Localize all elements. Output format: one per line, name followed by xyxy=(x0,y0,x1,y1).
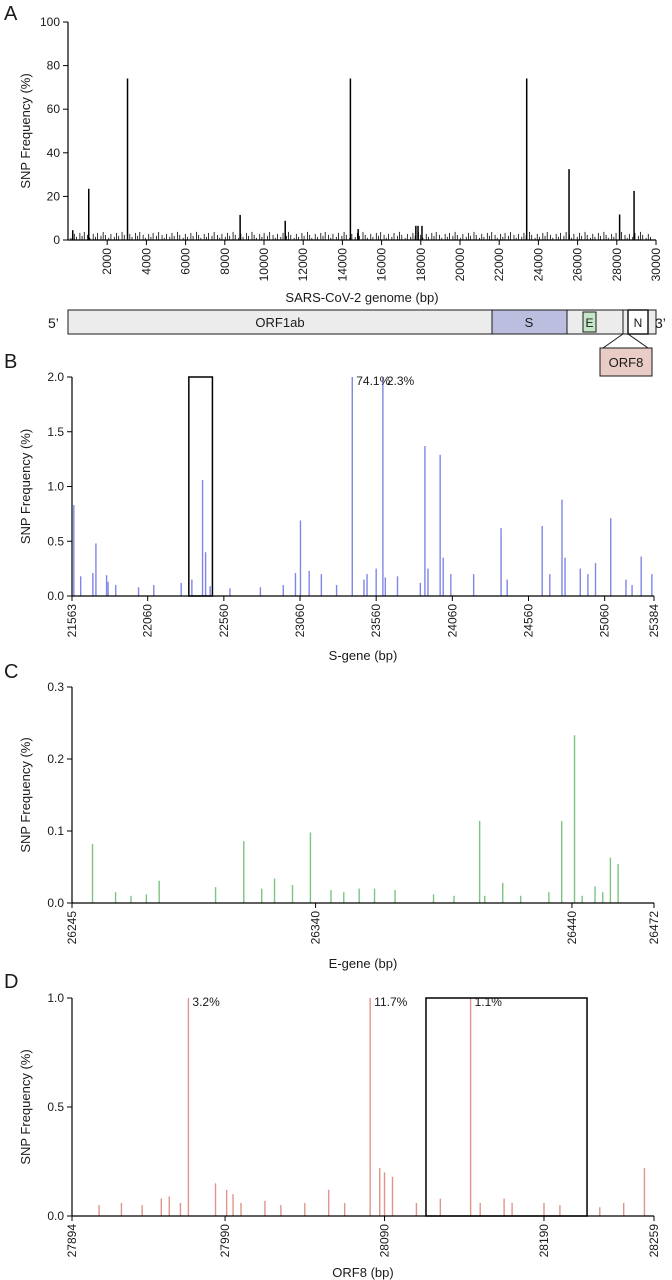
x-tick-label: 21563 xyxy=(65,604,79,638)
data-label: 11.7% xyxy=(374,995,407,1009)
y-tick-label: 20 xyxy=(47,189,61,203)
x-tick-label: 25384 xyxy=(647,604,661,638)
y-tick-label: 0.2 xyxy=(47,752,64,766)
x-tick-label: 23060 xyxy=(293,604,307,638)
y-tick-label: 0.3 xyxy=(47,680,64,694)
y-tick-label: 0.0 xyxy=(47,589,64,603)
y-tick-label: 0.1 xyxy=(47,824,64,838)
data-label: 74.1% xyxy=(356,374,390,388)
gene-e xyxy=(582,311,597,333)
y-tick-label: 0.0 xyxy=(47,1209,64,1223)
x-tick-label: 22000 xyxy=(492,248,506,282)
x-tick-label: 8000 xyxy=(218,248,232,275)
panel-letter-b: B xyxy=(4,351,17,373)
orf8-callout-left xyxy=(602,333,624,349)
x-tick-label: 25060 xyxy=(598,604,612,638)
x-tick-label: 20000 xyxy=(453,248,467,282)
genome-three-prime-label: 3’ xyxy=(655,315,666,331)
data-label: 2.3% xyxy=(387,374,415,388)
x-tick-label: 2000 xyxy=(100,248,114,275)
panel-b: 0.0 0.5 1.0 1.5 2.0 21563 22060 22560 23060 23560… xyxy=(18,370,661,663)
orf8-callout-right xyxy=(627,333,649,349)
x-axis-label: SARS-CoV-2 genome (bp) xyxy=(285,290,438,305)
y-tick-label: 0.5 xyxy=(47,534,64,548)
gene-orf1ab xyxy=(67,309,493,335)
x-axis-label: ORF8 (bp) xyxy=(332,1265,393,1280)
x-tick-label: 26340 xyxy=(309,911,323,945)
x-axis-label: S-gene (bp) xyxy=(329,648,398,663)
gene-s-label: S xyxy=(525,315,534,330)
y-tick-label: 1.5 xyxy=(47,425,64,439)
orf8-callout-label: ORF8 xyxy=(609,355,644,370)
x-tick-label: 18000 xyxy=(414,248,428,282)
highlight-box xyxy=(188,376,214,597)
y-tick-label: 1.0 xyxy=(47,480,64,494)
x-tick-label: 26000 xyxy=(571,248,585,282)
panel-c: 0.0 0.1 0.2 0.3 26245 26340 26440 26472 SNP Freq… xyxy=(18,680,661,971)
y-axis-label: SNP Frequency (%) xyxy=(18,73,33,188)
y-tick-label: 40 xyxy=(47,146,61,160)
y-tick-label: 2.0 xyxy=(47,370,64,384)
gene-n xyxy=(627,309,649,335)
x-tick-label: 16000 xyxy=(375,248,389,282)
y-axis-label: SNP Frequency (%) xyxy=(18,737,33,852)
x-tick-label: 28090 xyxy=(378,1224,392,1258)
gene-s xyxy=(491,309,568,335)
gene-n-label: N xyxy=(634,316,643,330)
x-tick-label: 22560 xyxy=(217,604,231,638)
genome-map: 5’ ORF1ab S E N ORF8 3’ xyxy=(48,309,666,377)
y-tick-label: 1.0 xyxy=(47,991,64,1005)
genome-five-prime-label: 5’ xyxy=(48,315,59,331)
panel-letters: A B C D xyxy=(4,3,18,993)
x-tick-label: 22060 xyxy=(141,604,155,638)
x-tick-label: 26440 xyxy=(565,911,579,945)
y-tick-label: 100 xyxy=(40,15,60,29)
y-tick-label: 0.0 xyxy=(47,896,64,910)
y-axis-label: SNP Frequency (%) xyxy=(18,1049,33,1164)
x-axis-label: E-gene (bp) xyxy=(329,956,398,971)
panel-a: 0 20 40 60 80 100 2000 4000 6000 8000 10000 12000 14… xyxy=(18,15,663,305)
gene-orf1ab-label: ORF1ab xyxy=(255,315,304,330)
x-tick-label: 24560 xyxy=(521,604,535,638)
x-tick-label: 27990 xyxy=(218,1224,232,1258)
x-tick-label: 27894 xyxy=(65,1224,79,1258)
y-tick-label: 0.5 xyxy=(47,1100,64,1114)
x-tick-label: 24000 xyxy=(531,248,545,282)
data-label: 3.2% xyxy=(192,995,220,1009)
highlight-box xyxy=(425,997,588,1217)
panel-letter-c: C xyxy=(4,661,18,683)
y-axis-label: SNP Frequency (%) xyxy=(18,429,33,544)
y-tick-label: 0 xyxy=(53,233,60,247)
x-tick-label: 26472 xyxy=(647,911,661,945)
orf8-callout-box xyxy=(599,347,653,377)
x-tick-label: 28190 xyxy=(537,1224,551,1258)
x-tick-label: 23560 xyxy=(369,604,383,638)
panel-letter-d: D xyxy=(4,971,18,993)
data-label: 1.1% xyxy=(475,995,503,1009)
panel-d: 0.0 0.5 1.0 27894 27990 28090 28190 28259 SNP Fr… xyxy=(18,991,661,1280)
y-tick-label: 80 xyxy=(47,59,61,73)
x-tick-label: 28000 xyxy=(610,248,624,282)
x-tick-label: 10000 xyxy=(257,248,271,282)
x-tick-label: 14000 xyxy=(335,248,349,282)
x-tick-label: 4000 xyxy=(139,248,153,275)
x-tick-label: 26245 xyxy=(65,911,79,945)
x-tick-label: 24060 xyxy=(445,604,459,638)
x-tick-label: 28259 xyxy=(647,1224,661,1258)
x-tick-label: 6000 xyxy=(179,248,193,275)
x-tick-label: 12000 xyxy=(296,248,310,282)
x-tick-label: 30000 xyxy=(649,248,663,282)
gene-e-label: E xyxy=(585,316,593,330)
panel-letter-a: A xyxy=(4,3,18,25)
y-tick-label: 60 xyxy=(47,102,61,116)
